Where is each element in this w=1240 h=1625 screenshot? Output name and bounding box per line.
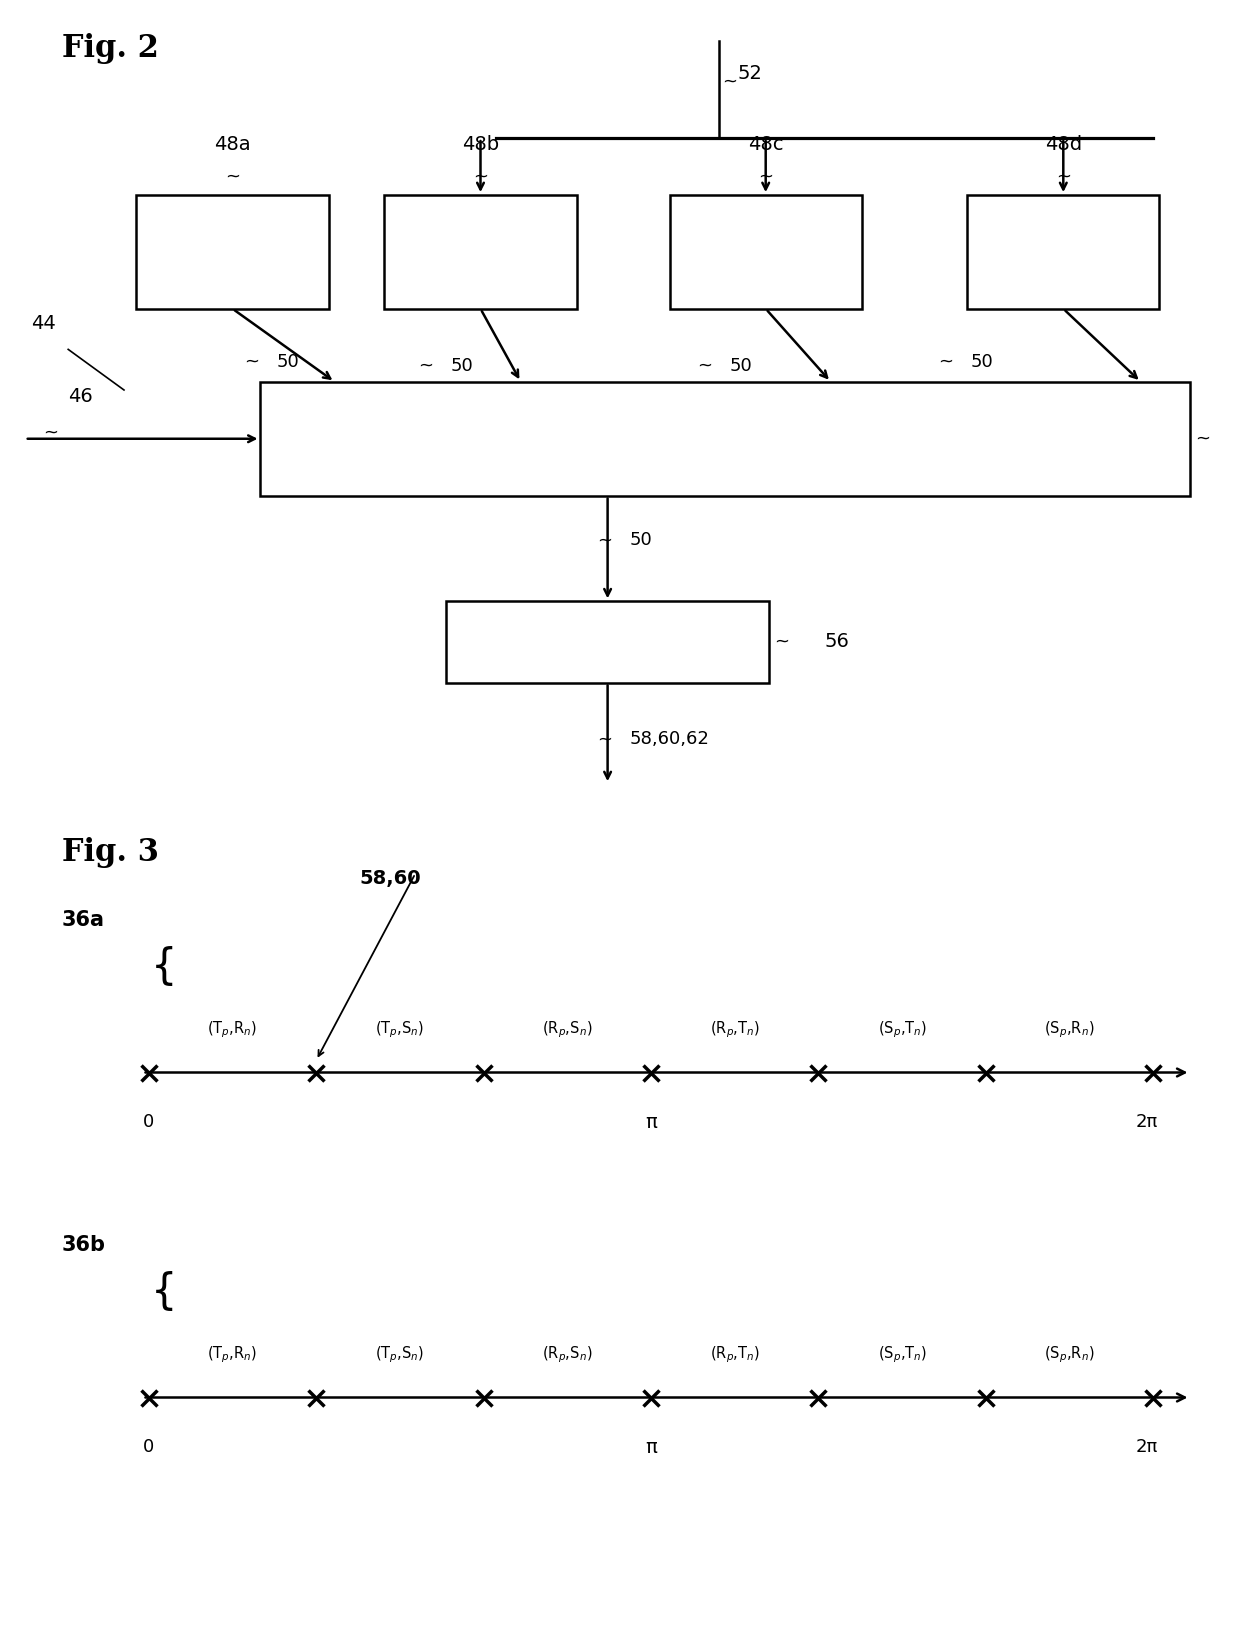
Text: (S$_p$,R$_n$): (S$_p$,R$_n$)	[1044, 1344, 1095, 1365]
Text: ~: ~	[1055, 167, 1071, 185]
Text: Fig. 2: Fig. 2	[62, 32, 159, 63]
Bar	[670, 195, 862, 309]
Text: (R$_p$,T$_n$): (R$_p$,T$_n$)	[709, 1344, 760, 1365]
Text: ~: ~	[939, 353, 954, 370]
Text: ~: ~	[472, 167, 489, 185]
Text: ~: ~	[697, 356, 712, 375]
Text: {: {	[151, 946, 177, 988]
Text: (T$_p$,S$_n$): (T$_p$,S$_n$)	[376, 1019, 424, 1040]
Bar	[384, 195, 577, 309]
Text: {: {	[151, 1271, 177, 1313]
Text: 48c: 48c	[748, 135, 784, 154]
Text: ~: ~	[774, 632, 789, 652]
Text: 36b: 36b	[62, 1235, 105, 1254]
Bar	[967, 195, 1159, 309]
Text: 50: 50	[450, 356, 472, 375]
Text: 36a: 36a	[62, 910, 105, 930]
Text: 48b: 48b	[463, 135, 498, 154]
Text: ~: ~	[598, 730, 613, 749]
Text: 2π: 2π	[1136, 1438, 1158, 1456]
Text: 58,60: 58,60	[360, 869, 422, 889]
Text: ~: ~	[722, 72, 737, 91]
Text: 0: 0	[143, 1113, 155, 1131]
Text: (T$_p$,R$_n$): (T$_p$,R$_n$)	[207, 1344, 258, 1365]
Bar	[260, 382, 1190, 496]
Text: ~: ~	[43, 422, 58, 442]
Text: (S$_p$,R$_n$): (S$_p$,R$_n$)	[1044, 1019, 1095, 1040]
Text: 52: 52	[738, 63, 763, 83]
Text: π: π	[645, 1438, 657, 1458]
Text: (S$_p$,T$_n$): (S$_p$,T$_n$)	[878, 1019, 926, 1040]
Bar	[136, 195, 329, 309]
Text: 50: 50	[630, 531, 652, 549]
Text: ~: ~	[418, 356, 433, 375]
Text: ~: ~	[1195, 429, 1210, 448]
Bar	[446, 601, 769, 682]
Text: 2π: 2π	[1136, 1113, 1158, 1131]
Text: 50: 50	[729, 356, 751, 375]
Text: (T$_p$,S$_n$): (T$_p$,S$_n$)	[376, 1344, 424, 1365]
Text: 50: 50	[277, 353, 299, 370]
Text: ~: ~	[758, 167, 774, 185]
Text: ~: ~	[224, 167, 241, 185]
Text: Fig. 3: Fig. 3	[62, 837, 159, 868]
Text: ~: ~	[244, 353, 259, 370]
Text: 0: 0	[143, 1438, 155, 1456]
Text: (R$_p$,T$_n$): (R$_p$,T$_n$)	[709, 1019, 760, 1040]
Text: 48d: 48d	[1045, 135, 1081, 154]
Text: 56: 56	[825, 632, 849, 652]
Text: ~: ~	[598, 531, 613, 549]
Text: 48a: 48a	[215, 135, 250, 154]
Text: (T$_p$,R$_n$): (T$_p$,R$_n$)	[207, 1019, 258, 1040]
Text: 58,60,62: 58,60,62	[630, 730, 709, 749]
Text: π: π	[645, 1113, 657, 1133]
Text: (R$_p$,S$_n$): (R$_p$,S$_n$)	[542, 1344, 593, 1365]
Text: (S$_p$,T$_n$): (S$_p$,T$_n$)	[878, 1344, 926, 1365]
Text: 50: 50	[971, 353, 993, 370]
Text: (R$_p$,S$_n$): (R$_p$,S$_n$)	[542, 1019, 593, 1040]
Text: 44: 44	[31, 314, 56, 333]
Text: 46: 46	[68, 387, 93, 406]
